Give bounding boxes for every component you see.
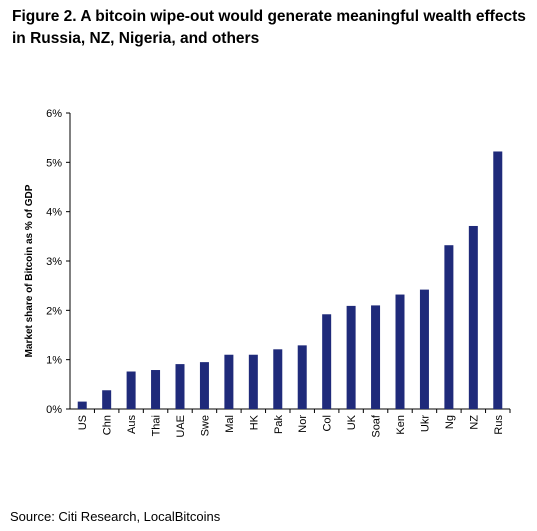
- bar: [273, 349, 283, 409]
- y-tick-label: 0%: [46, 404, 62, 416]
- figure-title-line-2: in Russia, NZ, Nigeria, and others: [12, 30, 260, 47]
- source-note: Source: Citi Research, LocalBitcoins: [10, 509, 221, 524]
- bar: [371, 305, 381, 409]
- x-tick-label: US: [77, 415, 89, 430]
- x-tick-label: Mal: [224, 415, 236, 433]
- bar: [322, 314, 332, 409]
- x-tick-label: HK: [248, 414, 260, 430]
- y-tick-label: 6%: [46, 108, 62, 120]
- x-tick-label: NZ: [468, 415, 480, 430]
- figure-title: Figure 2. A bitcoin wipe-out would gener…: [12, 6, 527, 50]
- bar: [395, 294, 405, 409]
- bar: [224, 354, 234, 409]
- bar: [199, 362, 209, 409]
- bar-chart: 0% 1% 2% 3% 4% 5% 6% US Chn Aus Thai UAE Swe Mal HK Pak…: [24, 108, 511, 438]
- y-tick-label: 1%: [46, 355, 62, 367]
- bar: [346, 305, 356, 409]
- bar: [175, 364, 185, 409]
- x-tick-label: Ng: [444, 415, 456, 429]
- y-tick-label: 4%: [46, 207, 62, 219]
- y-axis-title: Market share of Bitcoin as % of GDP: [24, 184, 35, 357]
- x-tick-label: UAE: [175, 415, 187, 438]
- bar: [444, 245, 454, 409]
- y-tick-label: 3%: [46, 256, 62, 268]
- x-tick-label: Chn: [102, 415, 114, 435]
- bar: [468, 225, 478, 409]
- bar: [419, 289, 429, 409]
- y-tick-label: 5%: [46, 157, 62, 169]
- x-tick-label: Aus: [126, 415, 138, 434]
- bar: [297, 345, 307, 409]
- x-tick-label: Ukr: [419, 415, 431, 432]
- bar: [493, 151, 503, 410]
- bar: [102, 390, 112, 409]
- bar: [77, 401, 87, 409]
- x-tick-label: Nor: [297, 415, 309, 433]
- figure-title-line-1: Figure 2. A bitcoin wipe-out would gener…: [12, 8, 526, 25]
- x-tick-label: UK: [346, 414, 358, 430]
- y-tick-label: 2%: [46, 305, 62, 317]
- x-tick-label: Col: [322, 415, 334, 432]
- bar: [151, 370, 161, 409]
- x-tick-label: Pak: [273, 415, 285, 434]
- x-tick-label: Soaf: [371, 414, 383, 438]
- x-tick-label: Swe: [199, 415, 211, 436]
- x-tick-label: Rus: [493, 415, 505, 435]
- x-tick-label: Thai: [151, 415, 163, 436]
- bar: [248, 354, 258, 409]
- bar: [126, 371, 136, 409]
- x-tick-label: Ken: [395, 415, 407, 435]
